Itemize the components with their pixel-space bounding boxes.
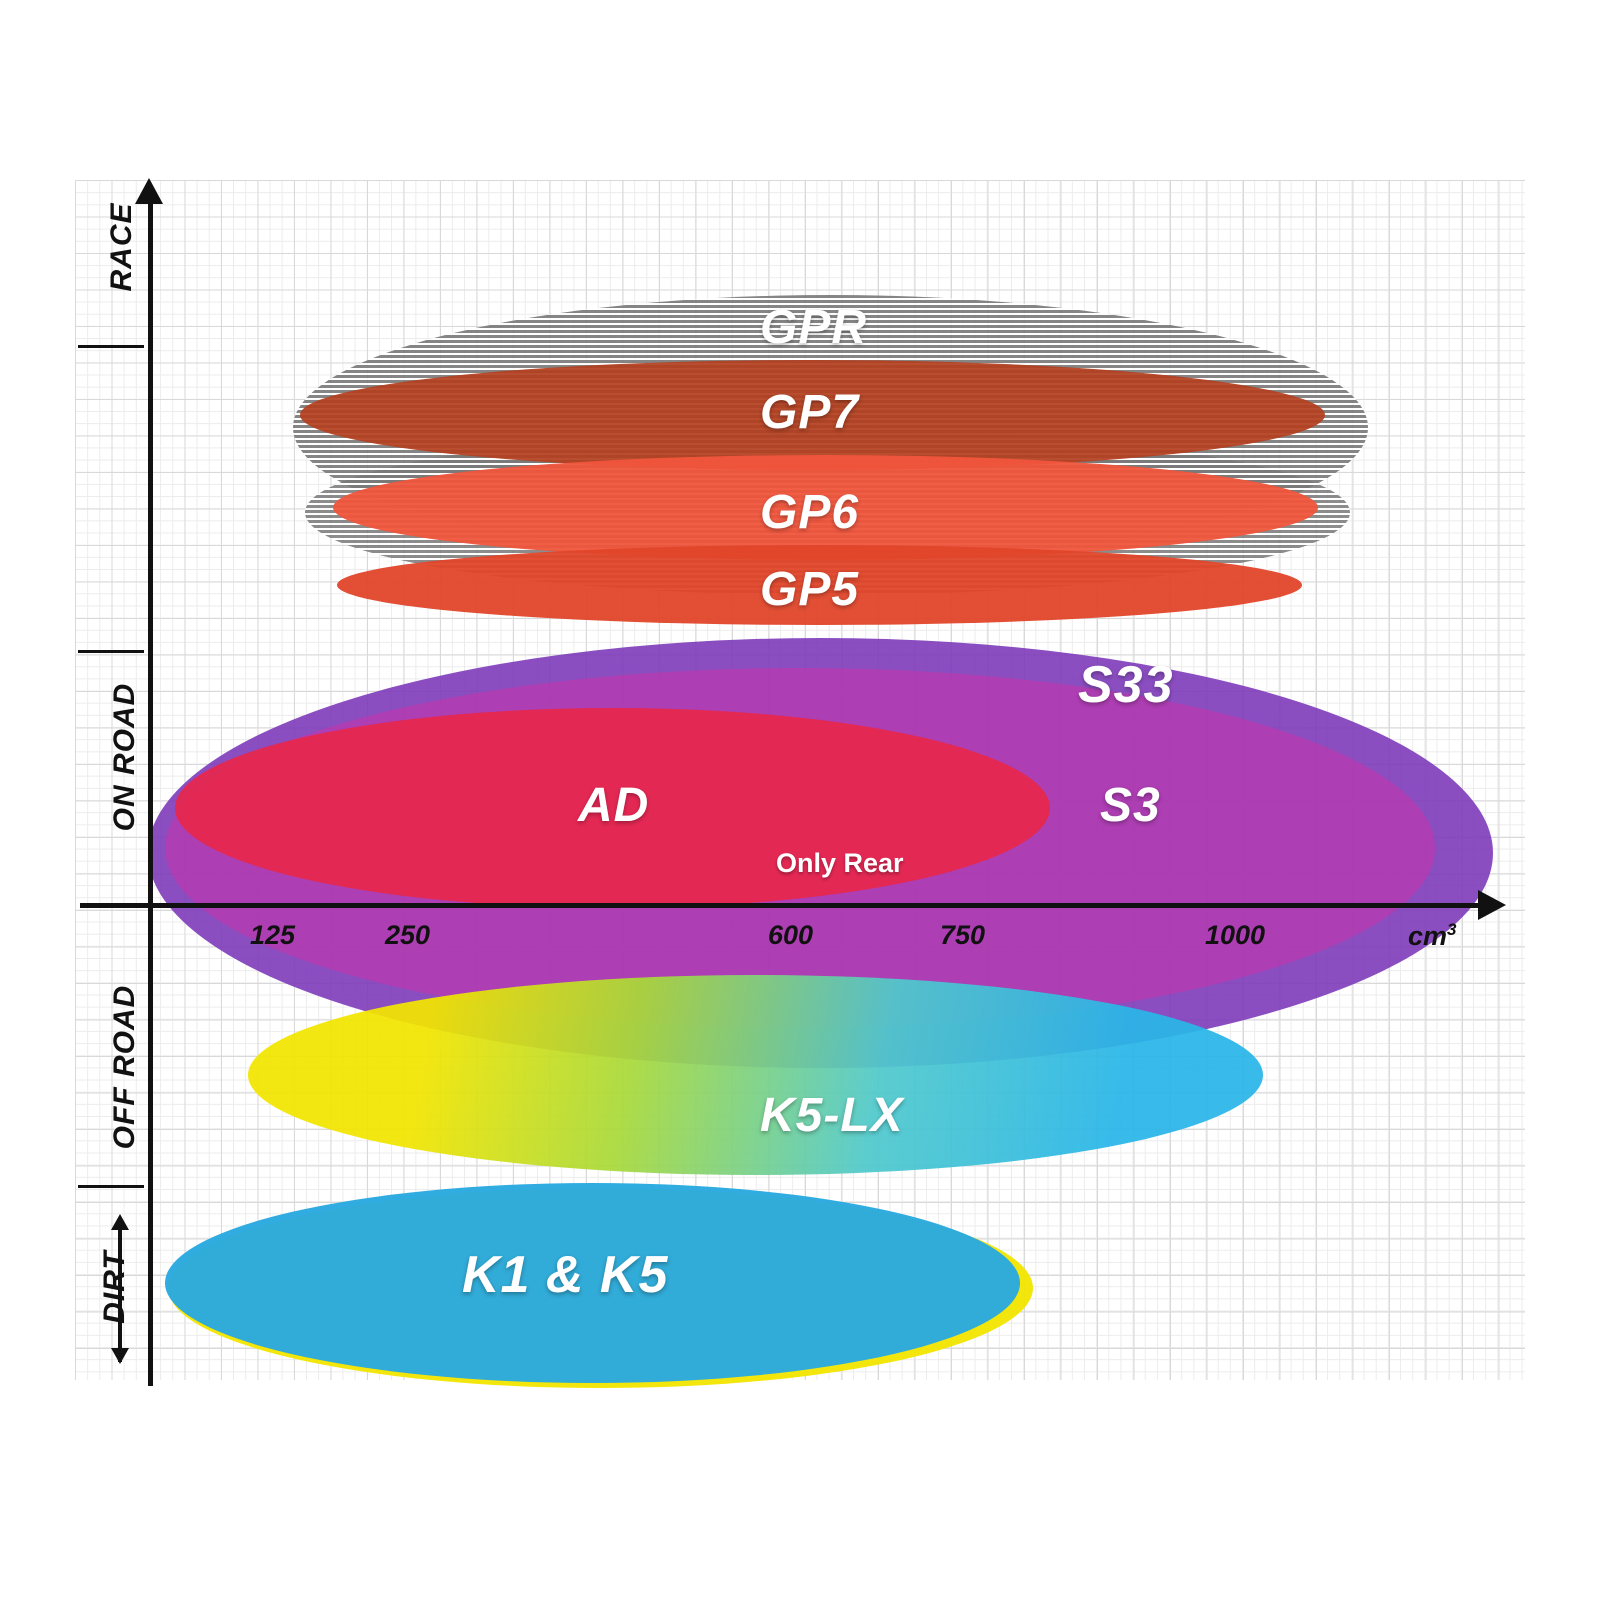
x-tick-125: 125 [250,920,296,950]
region-label-k1k5: K1 & K5 [462,1246,669,1304]
region-k5lx[interactable] [248,975,1263,1175]
category-divider-onroad [78,650,144,653]
region-label-gpr: GPR [760,301,868,354]
dirt-arrow-top-icon [111,1214,129,1230]
dirt-range-line [118,1222,122,1362]
x-axis-arrow-icon [1478,890,1506,920]
dirt-arrow-bottom-icon [111,1348,129,1364]
region-label-s3: S3 [1100,779,1161,832]
region-label-gp6: GP6 [760,486,860,539]
region-label-k5lx: K5-LX [760,1089,904,1142]
region-k1k5[interactable] [165,1183,1020,1383]
category-divider-race [78,345,144,348]
region-gp6[interactable] [333,455,1318,560]
y-category-dirt: DIRT [98,1250,131,1324]
x-axis-unit-text: cm [1408,921,1448,951]
y-category-off-road: OFF ROAD [108,984,141,1150]
region-gp7[interactable] [300,360,1325,470]
y-axis-line [148,196,153,1386]
x-tick-250: 250 [385,920,431,950]
region-ad[interactable] [175,708,1050,908]
x-axis-unit-exponent: 3 [1447,920,1457,939]
annotation-only-rear: Only Rear [776,848,904,878]
category-divider-offroad [78,1185,144,1188]
y-category-on-road: ON ROAD [108,682,141,832]
y-category-race: RACE [105,202,138,292]
y-axis-arrow-icon [135,178,163,204]
region-label-s33: S33 [1078,656,1174,714]
region-label-gp5: GP5 [760,563,860,616]
region-label-ad: AD [578,779,650,832]
x-tick-750: 750 [940,920,986,950]
x-tick-1000: 1000 [1205,920,1266,950]
region-gp5[interactable] [337,545,1302,625]
x-tick-600: 600 [768,920,814,950]
x-axis-line [80,903,1490,908]
region-label-gp7: GP7 [760,386,860,439]
x-axis-unit-label: cm3 [1408,920,1457,952]
